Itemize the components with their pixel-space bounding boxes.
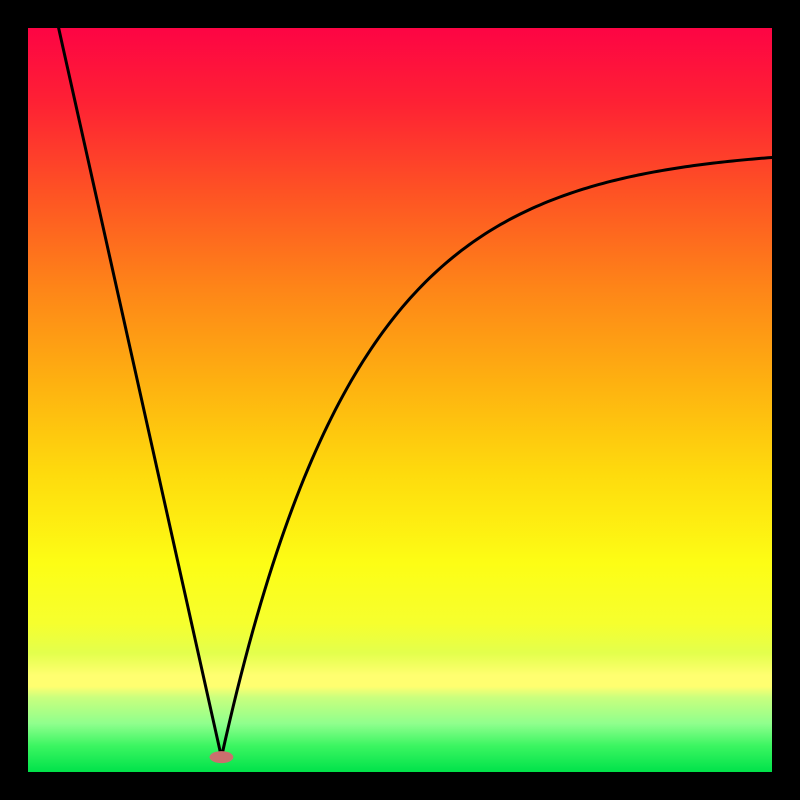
bottleneck-chart-svg xyxy=(28,28,772,772)
optimal-point-marker xyxy=(210,751,234,763)
chart-frame: TheBottleneck.com xyxy=(0,0,800,800)
gradient-background xyxy=(28,28,772,772)
plot-area xyxy=(28,28,772,772)
